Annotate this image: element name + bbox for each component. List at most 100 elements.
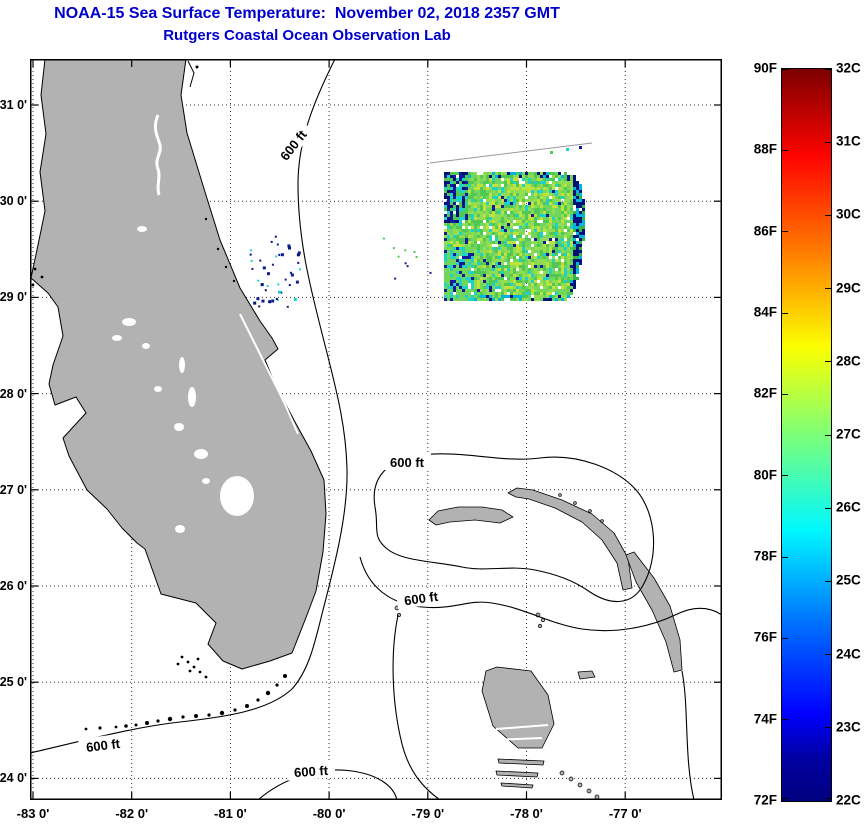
sst-cell: [576, 181, 579, 184]
sst-cell: [495, 214, 498, 217]
sst-cell: [531, 211, 534, 214]
sst-cell: [264, 289, 267, 292]
sst-cell: [564, 220, 567, 223]
sst-cell: [561, 274, 564, 277]
sst-cell: [561, 262, 564, 265]
sst-cell: [552, 265, 555, 268]
sst-cell: [543, 196, 546, 199]
sst-cell: [555, 181, 558, 184]
sst-cell: [456, 172, 459, 175]
sst-cell: [567, 187, 570, 190]
sst-cell: [522, 298, 525, 301]
sst-cell: [570, 262, 573, 265]
colorbar-celsius-label: 25C: [836, 572, 861, 588]
sst-cell: [483, 292, 486, 295]
sst-cell: [564, 187, 567, 190]
sst-cell: [257, 279, 260, 282]
sst-cell: [525, 274, 528, 277]
sst-cell: [453, 220, 456, 223]
sst-cell: [450, 259, 453, 262]
sst-cell: [519, 214, 522, 217]
sst-cell: [459, 298, 462, 301]
sst-cell: [504, 178, 507, 181]
colorbar-celsius-label: 23C: [836, 719, 861, 735]
sst-cell: [495, 199, 498, 202]
sst-cell: [519, 208, 522, 211]
sst-cell: [492, 205, 495, 208]
contour-label: 600 ft: [395, 585, 446, 610]
sst-cell: [525, 289, 528, 292]
sst-cell: [483, 274, 486, 277]
bahama-cay: [586, 788, 592, 794]
sst-cell: [546, 250, 549, 253]
sst-cell: [525, 259, 528, 262]
sst-cell: [471, 235, 474, 238]
sst-cell: [570, 280, 573, 283]
sst-cell: [447, 190, 450, 193]
small-islands: [31, 65, 604, 800]
sst-cell: [447, 232, 450, 235]
sst-cell: [540, 262, 543, 265]
sst-cell: [444, 289, 447, 292]
sst-cell: [501, 289, 504, 292]
sst-cell: [519, 196, 522, 199]
sst-cell: [567, 208, 570, 211]
sst-cell: [519, 232, 522, 235]
sst-cell: [561, 208, 564, 211]
sst-cell: [501, 235, 504, 238]
sst-cell: [453, 196, 456, 199]
sst-cell: [566, 148, 569, 151]
sst-cell: [504, 229, 507, 232]
inland-lake: [202, 478, 210, 484]
sst-cell: [480, 259, 483, 262]
sst-cell: [477, 196, 480, 199]
florida-keys-island: [233, 708, 237, 712]
sst-cell: [486, 214, 489, 217]
sst-cell: [540, 268, 543, 271]
sst-cell: [555, 202, 558, 205]
sst-cell: [525, 238, 528, 241]
sst-cell: [540, 265, 543, 268]
sst-cell: [462, 214, 465, 217]
sst-cell: [501, 205, 504, 208]
sst-cell: [573, 193, 576, 196]
sst-cell: [558, 205, 561, 208]
sst-cell: [456, 286, 459, 289]
sst-cell: [576, 199, 579, 202]
sst-cell: [531, 205, 534, 208]
sst-cell: [297, 261, 300, 264]
sst-cell: [447, 283, 450, 286]
sst-cell: [558, 247, 561, 250]
sst-cell: [465, 259, 468, 262]
sst-cell: [513, 271, 516, 274]
sst-cell: [465, 235, 468, 238]
sst-cell: [489, 220, 492, 223]
colorbar-tick-right: [825, 288, 831, 290]
sst-cell: [468, 298, 471, 301]
sst-cell: [251, 267, 254, 270]
sst-cell: [450, 220, 453, 223]
sst-cell: [453, 265, 456, 268]
sst-cell: [501, 190, 504, 193]
sst-cell: [546, 187, 549, 190]
sst-cell: [468, 238, 471, 241]
sst-cell: [492, 295, 495, 298]
sst-cell: [468, 229, 471, 232]
sst-cell: [531, 268, 534, 271]
sst-cell: [513, 181, 516, 184]
sst-cell: [570, 256, 573, 259]
sst-cell: [453, 280, 456, 283]
sst-cell: [492, 208, 495, 211]
sst-cell: [534, 193, 537, 196]
sst-cell: [501, 217, 504, 220]
sst-cell: [516, 178, 519, 181]
contour-label-background: [271, 120, 315, 169]
sst-cell: [486, 292, 489, 295]
sst-cell: [486, 280, 489, 283]
sst-cell: [561, 286, 564, 289]
florida-keys-island: [207, 713, 211, 717]
sst-cell: [271, 263, 274, 266]
sst-cell: [552, 199, 555, 202]
sst-cell: [444, 247, 447, 250]
sst-cell: [483, 268, 486, 271]
